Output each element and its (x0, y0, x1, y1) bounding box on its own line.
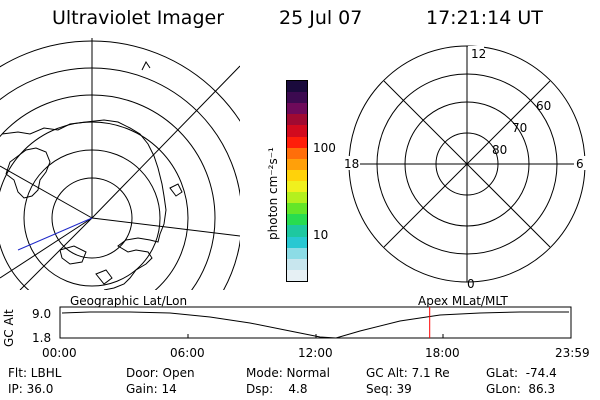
latitude-circles (0, 40, 240, 290)
colorbar-tick-10: 10 (313, 228, 329, 242)
colorbar-segment (287, 114, 307, 126)
altitude-curve (61, 311, 569, 339)
mlt-label-0: 0 (467, 277, 475, 290)
gc-altitude-readout: GC Alt: 7.1 Re (366, 366, 450, 380)
colorbar-segment (287, 136, 307, 148)
antarctica-coastline (1, 119, 167, 290)
altitude-min-label: 1.8 (32, 331, 52, 345)
colorbar-segment (287, 180, 307, 193)
meridian-lines (0, 38, 240, 290)
observation-date: 25 Jul 07 (279, 7, 363, 29)
colorbar-segment (287, 269, 307, 281)
geographic-latitude-readout: GLat: -74.4 (486, 366, 557, 380)
time-tick-2359: 23:59 (555, 346, 590, 360)
mlt-label-12: 12 (471, 47, 486, 61)
colorbar-segment (287, 192, 307, 204)
filter-readout: Flt: LBHL (8, 366, 62, 380)
time-tick-1800: 18:00 (425, 346, 460, 360)
instrument-title: Ultraviolet Imager (52, 7, 225, 29)
apex-coordinates-label: Apex MLat/MLT (418, 294, 508, 308)
colorbar-segment (287, 103, 307, 115)
colorbar-segment (287, 158, 307, 170)
altitude-timeline-plot (59, 306, 572, 339)
colorbar-unit-label: photon cm⁻²s⁻¹ (266, 147, 280, 240)
geographic-map-panel (0, 38, 240, 290)
colorbar-segment (287, 225, 307, 237)
mode-readout: Mode: Normal (246, 366, 330, 380)
satellite-track-line (17, 217, 93, 251)
colorbar-segment (287, 258, 307, 270)
colorbar-segment (287, 147, 307, 159)
mlat-label-60: 60 (536, 99, 551, 113)
colorbar-segment (287, 169, 307, 181)
colorbar-segment (287, 214, 307, 226)
ip-readout: IP: 36.0 (8, 382, 54, 396)
mlt-label-6: 6 (576, 157, 584, 171)
gain-readout: Gain: 14 (126, 382, 177, 396)
colorbar-tick-100: 100 (313, 141, 336, 155)
mlat-label-80: 80 (492, 143, 507, 157)
colorbar-segment (287, 203, 307, 215)
colorbar-segment (287, 236, 307, 248)
mlat-label-70: 70 (512, 121, 527, 135)
magnetic-polar-plot: 12 18 6 0 60 70 80 (342, 45, 586, 290)
door-readout: Door: Open (126, 366, 195, 380)
altitude-max-label: 9.0 (32, 307, 52, 321)
geographic-longitude-readout: GLon: 86.3 (486, 382, 556, 396)
time-tick-0000: 00:00 (42, 346, 77, 360)
time-tick-0600: 06:00 (170, 346, 205, 360)
geographic-coordinates-label: Geographic Lat/Lon (70, 294, 188, 308)
time-tick-1200: 12:00 (298, 346, 333, 360)
observation-time: 17:21:14 UT (426, 7, 543, 29)
dsp-readout: Dsp: 4.8 (246, 382, 308, 396)
colorbar-segment (287, 247, 307, 259)
colorbar-segment (287, 92, 307, 104)
mlt-label-18: 18 (344, 157, 359, 171)
colorbar-segment (287, 125, 307, 137)
colorbar-segment (287, 81, 307, 93)
color-scale-bar (286, 80, 308, 282)
sequence-readout: Seq: 39 (366, 382, 412, 396)
